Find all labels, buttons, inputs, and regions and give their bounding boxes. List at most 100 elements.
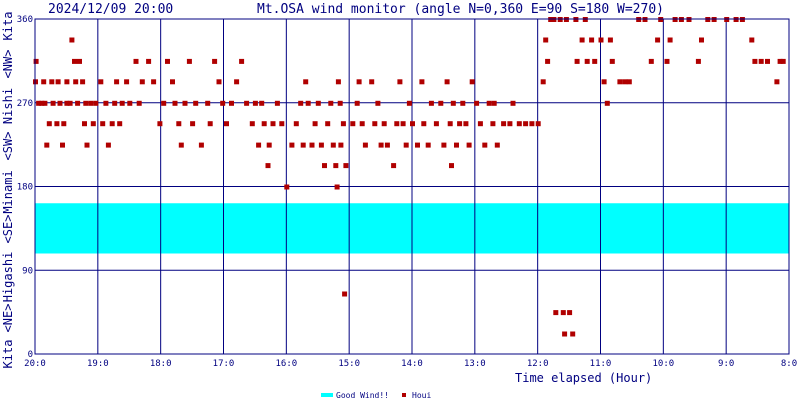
houi-point (44, 142, 50, 148)
houi-point (330, 142, 336, 148)
houi-point (535, 121, 541, 127)
houi-point (178, 142, 184, 148)
houi-point (261, 121, 267, 127)
houi-point (54, 121, 60, 127)
houi-point (466, 142, 472, 148)
houi-point (170, 79, 175, 85)
houi-point (343, 163, 349, 169)
houi-point (664, 58, 670, 64)
y-side-label: <NE> (1, 304, 15, 333)
houi-point (46, 121, 52, 127)
houi-point (124, 79, 130, 85)
houi-point (136, 100, 142, 106)
houi-point (157, 121, 163, 127)
houi-point (444, 79, 450, 85)
houi-point (598, 37, 604, 43)
y-tick-label: 0 (28, 350, 33, 360)
houi-point (378, 142, 384, 148)
y-side-labels: Kita <NE>Higashi <SE> Minami <SW> Nishi <NW> Ki… (1, 12, 15, 369)
houi-point (274, 100, 280, 106)
x-tick-label: 8:0 (781, 359, 797, 369)
plot-frame (34, 18, 790, 355)
houi-point (193, 100, 199, 106)
houi-point (567, 310, 573, 316)
houi-point (49, 79, 55, 85)
houi-point (617, 79, 623, 85)
houi-point (607, 37, 613, 43)
houi-point (77, 58, 82, 64)
houi-point (447, 121, 453, 127)
houi-point (752, 58, 758, 64)
houi-point (98, 79, 104, 85)
houi-point (127, 100, 133, 106)
houi-point (93, 100, 99, 106)
houi-point (207, 121, 213, 127)
houi-point (584, 58, 590, 64)
houi-point (39, 100, 45, 106)
x-tick-label: 19:0 (87, 359, 109, 369)
houi-point (421, 121, 427, 127)
houi-point (334, 184, 340, 190)
houi-point (342, 291, 348, 297)
houi-point (151, 79, 157, 85)
houi-point (67, 100, 73, 106)
houi-point (69, 37, 75, 43)
houi-point (75, 100, 81, 106)
houi-point (105, 142, 111, 148)
houi-point (403, 142, 409, 148)
houi-point (648, 58, 654, 64)
houi-point (574, 58, 580, 64)
houi-point (474, 100, 480, 106)
chart-title: Mt.OSA wind monitor (angle N=0,360 E=90 … (257, 2, 664, 17)
timestamp-label: 2024/12/09 20:00 (48, 2, 173, 17)
houi-point (454, 142, 459, 148)
houi-point (391, 163, 397, 169)
houi-point (601, 79, 607, 85)
houi-point (579, 37, 585, 43)
houi-point (362, 142, 368, 148)
houi-point (100, 121, 106, 127)
houi-point (33, 58, 39, 64)
houi-point (460, 100, 466, 106)
houi-point (80, 79, 86, 85)
houi-point (375, 100, 381, 106)
houi-point (758, 58, 764, 64)
legend-houi-label: Houi (412, 391, 431, 400)
houi-point (562, 331, 568, 337)
houi-point (112, 100, 118, 106)
houi-point (622, 79, 628, 85)
houi-point (777, 58, 783, 64)
houi-point (312, 121, 318, 127)
houi-point (182, 100, 188, 106)
houi-point (695, 58, 701, 64)
houi-point (114, 79, 120, 85)
x-tick-label: 12:0 (527, 359, 549, 369)
x-tick-label: 15:0 (338, 359, 360, 369)
houi-point (165, 58, 170, 64)
houi-point (41, 79, 47, 85)
houi-point (176, 121, 182, 127)
x-tick-label: 14:0 (401, 359, 423, 369)
x-tick-label: 18:0 (150, 359, 172, 369)
houi-point (381, 121, 387, 127)
houi-point (198, 142, 204, 148)
houi-point (560, 310, 566, 316)
houi-point (477, 121, 483, 127)
houi-point (239, 58, 245, 64)
houi-point (84, 142, 90, 148)
y-tick-label: 270 (17, 99, 33, 109)
houi-point (315, 100, 321, 106)
houi-point (279, 121, 285, 127)
y-side-label: Higashi (1, 252, 15, 303)
houi-point (337, 100, 343, 106)
houi-point (604, 100, 610, 106)
houi-point (406, 100, 412, 106)
houi-point (216, 79, 222, 85)
houi-point (88, 100, 94, 106)
houi-point (205, 100, 211, 106)
x-tick-label: 11:0 (590, 359, 612, 369)
houi-point (298, 100, 304, 106)
houi-point (457, 121, 463, 127)
houi-point (397, 79, 403, 85)
